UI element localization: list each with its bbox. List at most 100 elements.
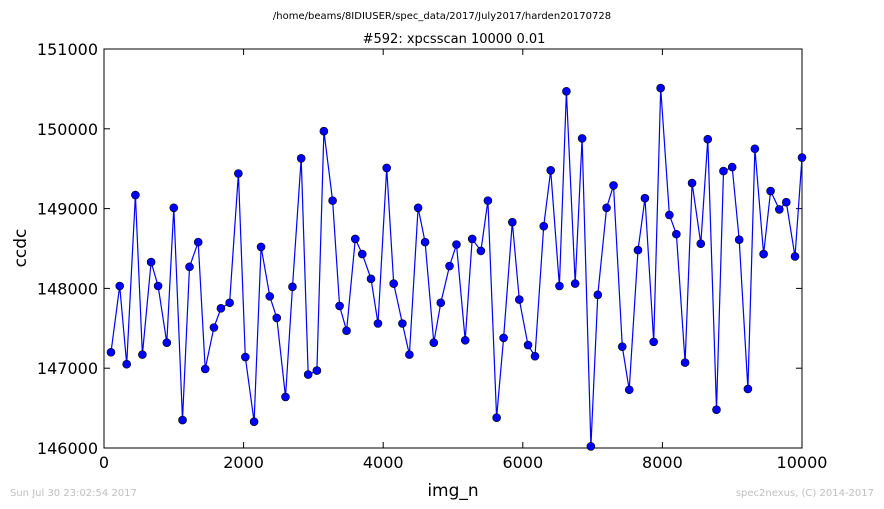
tick-group: 0 2000 4000 6000 8000 10000 146000 147000 148000… [37, 40, 828, 472]
data-point [492, 413, 501, 422]
data-point [162, 338, 172, 347]
data-point [209, 323, 219, 332]
y-tick-label: 147000 [37, 359, 98, 378]
x-tick-label: 6000 [502, 453, 543, 472]
data-point [366, 274, 376, 284]
data-point [743, 384, 753, 394]
data-point [281, 392, 290, 402]
data-point [265, 292, 275, 301]
data-point [712, 405, 721, 414]
y-tick-label: 146000 [37, 439, 98, 458]
data-point [382, 163, 391, 173]
data-point [703, 134, 713, 144]
data-point [633, 245, 643, 255]
data-point [672, 229, 681, 239]
data-point [169, 203, 179, 213]
data-point [216, 304, 226, 313]
data-point [593, 290, 603, 300]
data-point [131, 190, 140, 200]
chart-title: #592: xpcsscan 10000 0.01 [363, 32, 546, 47]
data-point [185, 262, 194, 272]
data-point [467, 234, 477, 244]
chart-suptitle: /home/beams/8IDIUSER/spec_data/2017/July… [273, 11, 611, 22]
data-point [193, 237, 203, 247]
data-point [420, 237, 430, 247]
data-point [734, 235, 744, 245]
data-point [452, 240, 461, 249]
data-point [781, 197, 791, 207]
x-tick-label: 8000 [642, 453, 683, 472]
data-point [429, 338, 439, 347]
data-point [640, 193, 650, 203]
y-tick-label: 149000 [37, 200, 98, 219]
data-point [577, 134, 587, 143]
data-point [483, 196, 493, 205]
y-tick-label: 151000 [37, 40, 98, 59]
data-point [602, 203, 611, 213]
data-point [115, 281, 125, 291]
data-point [555, 281, 564, 291]
data-point [562, 86, 571, 96]
data-point [665, 210, 674, 220]
data-point [460, 335, 470, 345]
y-axis-label: ccdc [11, 229, 31, 268]
footer-credit: spec2nexus, (C) 2014-2017 [735, 488, 874, 499]
data-point [398, 319, 407, 328]
data-point [153, 281, 163, 291]
x-tick-label: 4000 [363, 453, 404, 472]
data-point [272, 313, 282, 323]
data-point [750, 144, 760, 154]
data-point [649, 337, 658, 347]
data-point [586, 442, 596, 451]
footer-timestamp: Sun Jul 30 23:02:54 2017 [10, 488, 137, 499]
data-point [413, 203, 423, 213]
data-point [200, 364, 210, 374]
data-point [225, 298, 234, 308]
data-point [696, 239, 706, 249]
data-point [296, 154, 306, 163]
data-point [138, 350, 147, 359]
data-point [241, 352, 250, 362]
data-point [530, 351, 540, 361]
data-point [609, 181, 618, 190]
data-point [405, 350, 414, 359]
data-point [357, 249, 367, 259]
data-point [256, 242, 266, 252]
series-group [106, 83, 807, 451]
data-point [312, 366, 322, 375]
data-point [389, 279, 398, 288]
data-point [775, 205, 784, 214]
data-point [797, 153, 807, 162]
data-point [335, 301, 344, 311]
plot-area [103, 48, 803, 449]
data-point [687, 178, 697, 188]
data-point [719, 166, 728, 176]
data-point [617, 342, 627, 351]
data-point [234, 169, 243, 178]
y-tick-label: 150000 [37, 120, 98, 139]
y-tick-label: 148000 [37, 279, 98, 298]
data-point [727, 162, 737, 172]
data-point [146, 257, 156, 267]
data-point [342, 326, 351, 335]
x-tick-label: 2000 [223, 453, 264, 472]
data-point [445, 261, 454, 271]
data-point [570, 279, 580, 288]
data-point [515, 295, 524, 304]
data-point [303, 370, 313, 379]
data-point [656, 83, 665, 93]
data-point [499, 333, 508, 343]
data-point [624, 385, 634, 395]
x-tick-label: 0 [99, 453, 109, 472]
data-point [178, 415, 187, 425]
data-point [766, 186, 775, 196]
data-point [680, 358, 690, 367]
data-point [328, 196, 337, 205]
data-point [288, 282, 297, 292]
data-point [350, 234, 360, 244]
x-axis-label: img_n [427, 481, 478, 501]
data-point [508, 217, 517, 227]
data-point [249, 417, 259, 426]
data-point [790, 252, 800, 261]
